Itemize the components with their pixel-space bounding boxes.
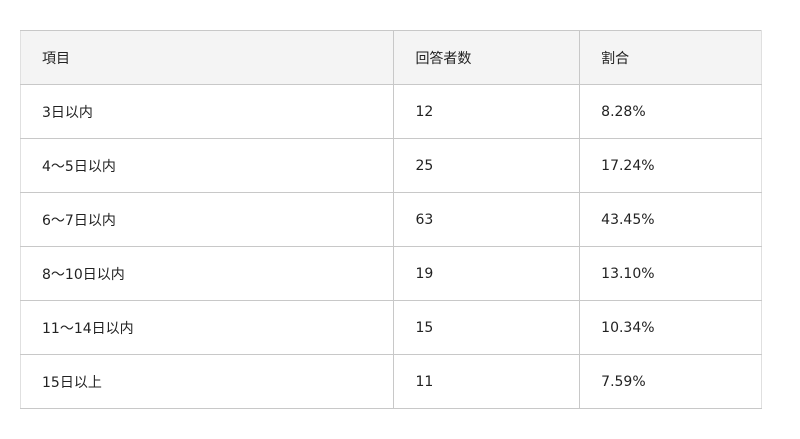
header-item: 項目: [19, 30, 395, 85]
survey-table: 項目 回答者数 割合 3日以内 12 8.28% 4〜5日以内 25 17.24…: [19, 30, 762, 409]
cell-item: 8〜10日以内: [19, 246, 395, 301]
cell-respondents: 11: [393, 354, 581, 409]
cell-respondents: 19: [393, 246, 581, 301]
cell-ratio: 8.28%: [579, 84, 762, 139]
table-row: 4〜5日以内 25 17.24%: [19, 138, 762, 193]
table-row: 15日以上 11 7.59%: [19, 354, 762, 409]
table-row: 3日以内 12 8.28%: [19, 84, 762, 139]
table-row: 11〜14日以内 15 10.34%: [19, 300, 762, 355]
cell-respondents: 25: [393, 138, 581, 193]
cell-respondents: 15: [393, 300, 581, 355]
cell-item: 11〜14日以内: [19, 300, 395, 355]
cell-ratio: 17.24%: [579, 138, 762, 193]
cell-item: 15日以上: [19, 354, 395, 409]
table-header-row: 項目 回答者数 割合: [19, 30, 762, 85]
header-respondents: 回答者数: [393, 30, 581, 85]
cell-ratio: 43.45%: [579, 192, 762, 247]
cell-respondents: 63: [393, 192, 581, 247]
cell-ratio: 13.10%: [579, 246, 762, 301]
cell-respondents: 12: [393, 84, 581, 139]
cell-item: 4〜5日以内: [19, 138, 395, 193]
header-ratio: 割合: [579, 30, 762, 85]
cell-ratio: 10.34%: [579, 300, 762, 355]
cell-item: 3日以内: [19, 84, 395, 139]
table-row: 8〜10日以内 19 13.10%: [19, 246, 762, 301]
cell-item: 6〜7日以内: [19, 192, 395, 247]
cell-ratio: 7.59%: [579, 354, 762, 409]
table-row: 6〜7日以内 63 43.45%: [19, 192, 762, 247]
